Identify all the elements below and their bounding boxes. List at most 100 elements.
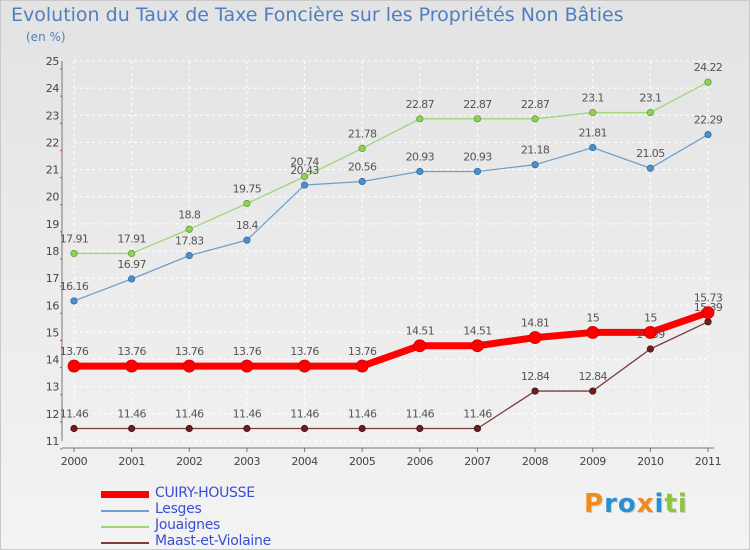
data-label: 22.87 (463, 98, 492, 111)
x-tick-label: 2009 (580, 455, 607, 468)
data-point (358, 424, 366, 433)
data-point (185, 424, 193, 433)
data-label: 11.46 (463, 408, 492, 421)
logo-letter: i (677, 489, 688, 519)
data-point (531, 161, 539, 169)
data-label: 11.46 (348, 408, 377, 421)
logo-letter: P (584, 489, 605, 519)
logo-letter: x (636, 489, 655, 519)
legend-label: CUIRY-HOUSSE (155, 485, 255, 501)
x-tick-label: 2005 (349, 455, 376, 468)
legend-swatch (101, 491, 149, 498)
data-point (416, 424, 424, 433)
x-tick-label: 2007 (464, 455, 491, 468)
legend-label: Lesges (155, 501, 202, 517)
data-label: 14.81 (521, 317, 550, 330)
data-label: 16.97 (117, 258, 146, 271)
data-point (646, 164, 654, 172)
data-point (182, 359, 196, 373)
data-point (473, 115, 482, 123)
y-tick-label: 18 (46, 245, 60, 258)
data-label: 13.76 (233, 345, 262, 358)
data-label: 11.46 (175, 408, 204, 421)
data-label: 15.73 (694, 292, 723, 305)
data-point (240, 359, 254, 373)
data-label: 22.29 (694, 114, 723, 127)
series-line-cuiry-housse (70, 309, 712, 370)
logo-letter: i (654, 489, 665, 519)
data-point (300, 173, 309, 181)
data-label: 11.46 (290, 408, 319, 421)
data-label: 20.56 (348, 161, 377, 174)
x-tick-label: 2011 (695, 455, 721, 468)
legend-swatch (101, 526, 149, 528)
data-point (471, 339, 484, 353)
data-point (586, 326, 600, 339)
data-label: 24.22 (694, 61, 723, 74)
data-label: 20.93 (406, 150, 435, 163)
data-point (528, 331, 542, 344)
data-label: 13.76 (60, 345, 89, 358)
y-tick-label: 17 (46, 272, 60, 285)
x-tick-label: 2010 (637, 455, 664, 468)
y-tick-label: 21 (46, 164, 59, 177)
data-point (589, 143, 597, 152)
data-label: 21.18 (521, 144, 550, 157)
data-point (125, 359, 139, 373)
data-point (704, 318, 712, 326)
data-label: 12.84 (578, 370, 607, 383)
data-label: 13.76 (117, 345, 146, 358)
y-tick-label: 25 (46, 55, 60, 68)
data-label: 23.1 (639, 92, 661, 105)
data-point (473, 167, 482, 176)
y-tick-label: 14 (46, 354, 60, 367)
legend-swatch (101, 542, 149, 544)
y-axis-unit-label: (en %) (26, 30, 66, 44)
data-point (300, 181, 309, 189)
data-point (473, 424, 482, 433)
logo-letter: r (604, 489, 618, 519)
data-point (300, 424, 309, 433)
data-point (413, 339, 427, 353)
data-label: 21.78 (348, 127, 377, 140)
data-label: 17.91 (60, 232, 89, 245)
data-point (243, 236, 251, 244)
y-tick-label: 20 (46, 191, 60, 204)
data-point (531, 387, 539, 395)
data-point (128, 275, 136, 283)
data-point (67, 359, 81, 373)
data-point (128, 424, 136, 433)
data-point (128, 249, 136, 258)
data-point (589, 108, 597, 117)
data-point (643, 326, 657, 339)
data-label: 12.84 (521, 370, 550, 383)
y-tick-label: 11 (46, 435, 59, 448)
data-label: 21.81 (578, 127, 607, 140)
data-label: 11.46 (60, 408, 89, 421)
data-point (358, 177, 366, 186)
data-label: 15 (644, 311, 657, 324)
y-tick-label: 19 (46, 218, 60, 231)
y-tick-label: 12 (46, 408, 59, 421)
data-point (646, 345, 654, 353)
data-label: 22.87 (406, 98, 435, 111)
data-label: 18.4 (236, 219, 259, 232)
y-tick-label: 24 (46, 82, 60, 95)
data-label: 11.46 (233, 408, 262, 421)
data-point (589, 387, 597, 395)
data-point (243, 199, 251, 208)
x-tick-label: 2001 (118, 455, 144, 468)
x-tick-label: 2002 (176, 455, 202, 468)
data-point (185, 252, 193, 260)
legend-label: Jouaignes (155, 517, 221, 533)
data-point (355, 359, 369, 373)
y-tick-label: 13 (46, 381, 60, 394)
y-tick-label: 15 (46, 326, 60, 339)
data-label: 13.76 (290, 345, 319, 358)
chart-title: Evolution du Taux de Taxe Foncière sur l… (11, 4, 624, 26)
data-label: 23.1 (582, 92, 604, 105)
x-tick-label: 2008 (522, 455, 549, 468)
data-label: 16.16 (60, 280, 89, 293)
